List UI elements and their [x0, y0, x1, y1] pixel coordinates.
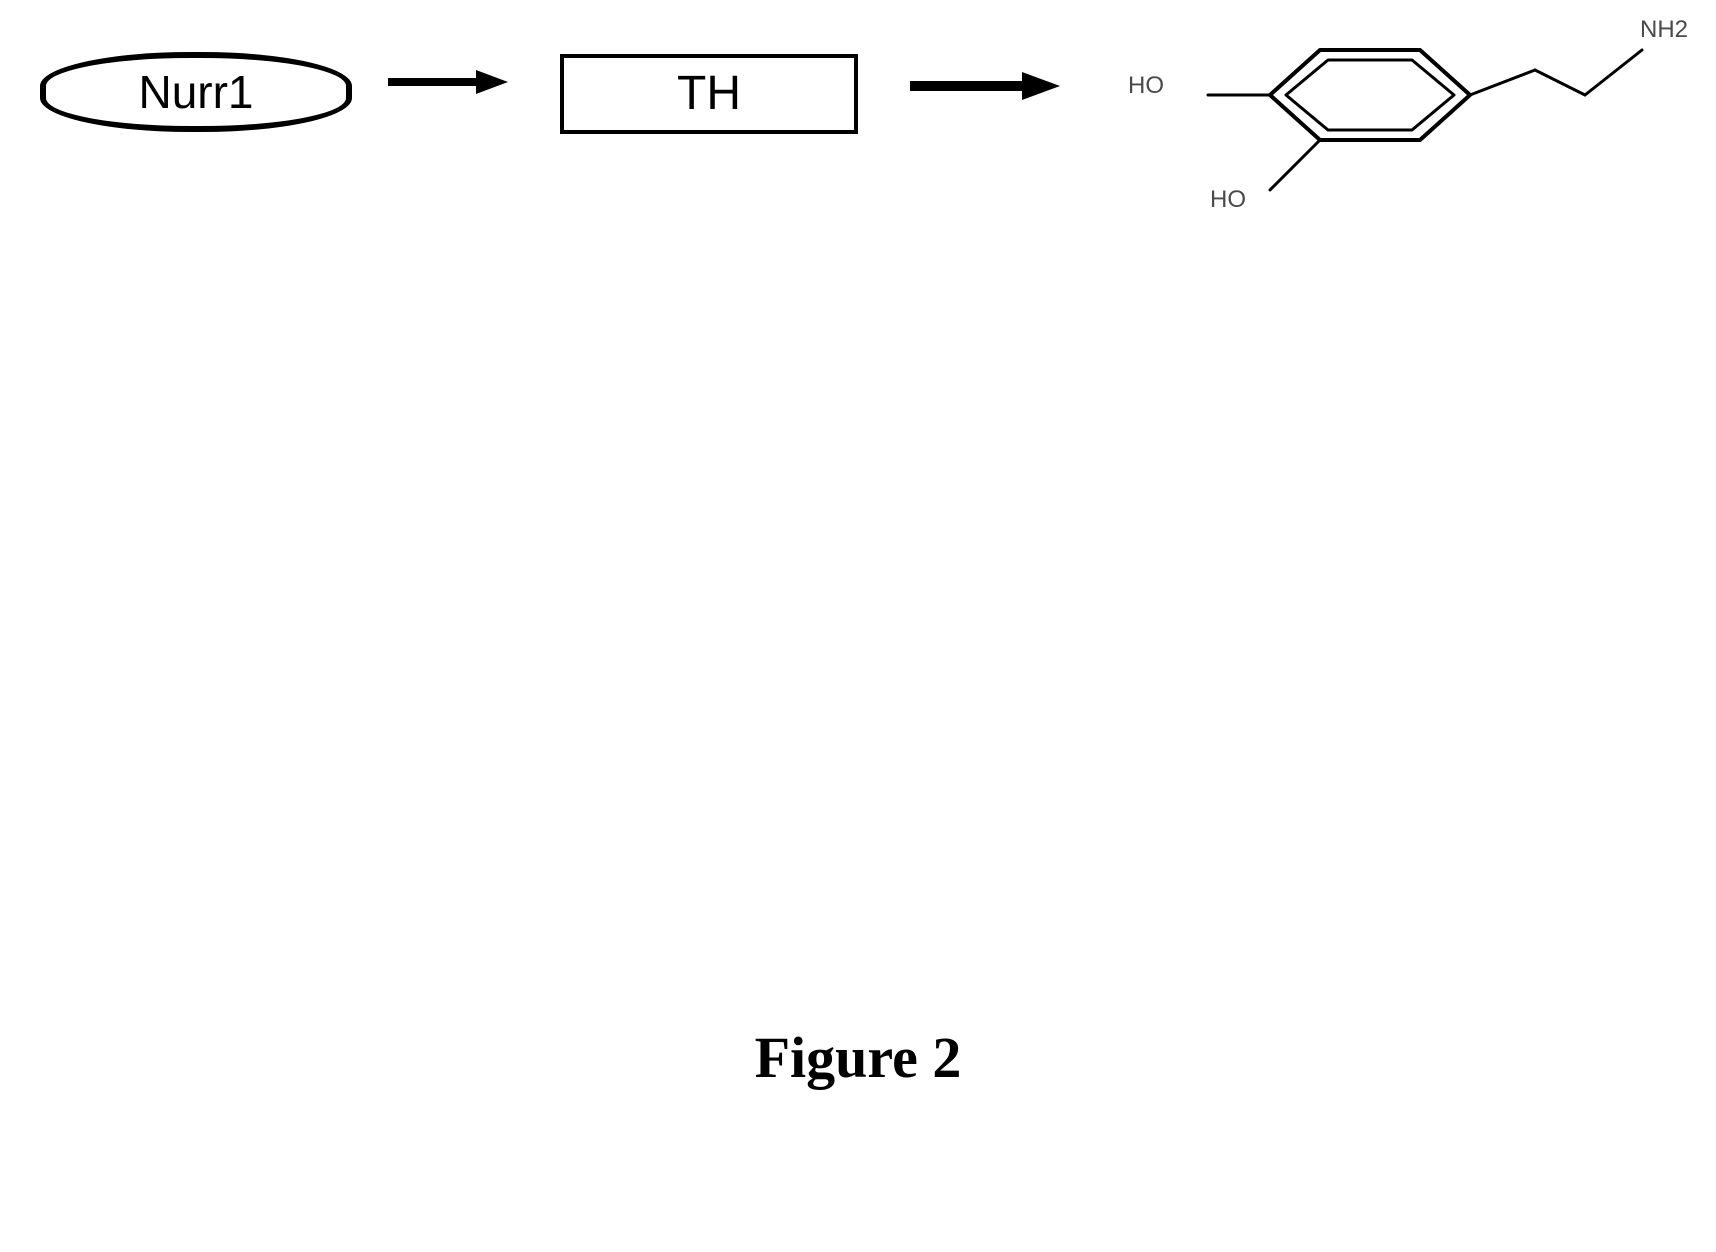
arrow2-shaft — [910, 81, 1022, 91]
arrow2-head — [1022, 72, 1060, 100]
nurr1-node: Nurr1 — [40, 52, 352, 132]
label-HO-meta: HO — [1210, 188, 1246, 212]
arrow-th-to-dopamine — [910, 72, 1060, 100]
nurr1-label: Nurr1 — [138, 69, 253, 115]
label-HO-para: HO — [1128, 74, 1164, 98]
arrow1-shaft — [388, 78, 476, 86]
th-node: TH — [560, 54, 858, 134]
arrow-nurr1-to-th — [388, 70, 508, 94]
figure-stage: Nurr1 TH HO HO NH2 Figure 2 — [0, 0, 1716, 1252]
th-label: TH — [677, 70, 741, 118]
figure-caption: Figure 2 — [0, 1024, 1716, 1091]
label-NH2: NH2 — [1640, 18, 1688, 42]
arrow1-head — [476, 70, 508, 94]
